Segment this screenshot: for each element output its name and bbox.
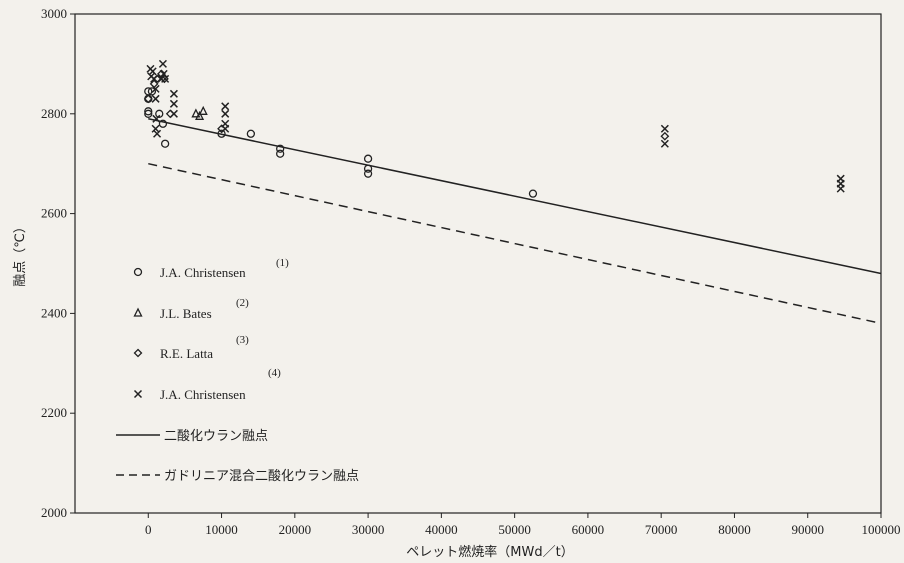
data-point-series-1 (144, 94, 153, 103)
legend-label-4: J.A. Christensen (160, 387, 246, 402)
legend-label-2: J.L. Bates (160, 306, 212, 321)
gadolinia-melting-line (148, 162, 882, 325)
data-point-series-4 (836, 184, 845, 193)
x-tick-label: 60000 (572, 522, 605, 537)
x-tick-label: 90000 (791, 522, 824, 537)
plot-frame (74, 13, 882, 514)
x-tick-label: 20000 (279, 522, 312, 537)
legend-line-label-1: 二酸化ウラン融点 (164, 429, 268, 444)
x-tick-label: 40000 (425, 522, 458, 537)
y-tick-label: 3000 (41, 6, 67, 21)
x-axis-label: ペレット燃焼率（MWd／t） (406, 544, 573, 560)
data-point-series-1 (160, 139, 170, 148)
data-point-series-1 (363, 169, 373, 178)
legend-label-3: R.E. Latta (160, 346, 213, 361)
y-tick-label: 2800 (41, 106, 67, 121)
data-point-series-2 (191, 108, 201, 118)
data-point-series-3 (143, 94, 153, 104)
data-point-series-4 (150, 74, 159, 83)
data-point-series-4 (161, 74, 170, 83)
data-point-series-4 (151, 94, 160, 103)
data-point-series-1 (217, 129, 226, 138)
data-point-series-4 (159, 69, 168, 78)
data-point-series-2 (195, 110, 205, 120)
y-axis-label: 融点（℃） (13, 220, 28, 287)
uo2-melting-line (148, 118, 882, 275)
data-point-series-1 (158, 119, 168, 128)
data-point-series-4 (153, 129, 162, 138)
y-tick-label: 2200 (41, 405, 67, 420)
data-point-series-4 (169, 89, 178, 98)
x-tick-label: 30000 (352, 522, 385, 537)
data-point-series-3 (165, 109, 175, 119)
data-point-series-4 (660, 124, 669, 133)
legend-line-label-2: ガドリニア混合二酸化ウラン融点 (164, 469, 359, 484)
data-point-series-1 (246, 129, 256, 138)
x-tick-label: 80000 (718, 522, 751, 537)
legend-ref-4: (4) (268, 367, 281, 379)
x-tick-label: 0 (145, 522, 152, 537)
data-point-series-4 (151, 84, 160, 93)
y-tick-label: 2600 (41, 206, 67, 221)
legend-marker-2 (133, 307, 143, 317)
y-tick-label: 2400 (41, 305, 67, 320)
data-point-series-3 (660, 131, 670, 141)
legend-marker-4 (133, 389, 143, 399)
legend-label-1: J.A. Christensen (160, 265, 246, 280)
y-tick-label: 2000 (41, 505, 67, 520)
data-point-series-1 (144, 107, 153, 116)
data-point-series-1 (363, 164, 373, 173)
data-point-series-4 (660, 139, 669, 148)
data-point-series-4 (148, 67, 157, 76)
x-tick-label: 50000 (498, 522, 531, 537)
data-point-series-1 (144, 109, 153, 118)
data-point-series-4 (169, 99, 178, 108)
data-point-series-1 (276, 149, 285, 158)
legend-marker-3 (133, 348, 143, 358)
data-point-series-4 (169, 109, 178, 118)
data-point-series-2 (198, 105, 208, 115)
data-point-series-1 (155, 109, 164, 118)
data-point-series-1 (276, 144, 285, 153)
x-tick-label: 70000 (645, 522, 678, 537)
data-point-series-4 (221, 124, 230, 133)
data-point-series-4 (221, 102, 230, 111)
data-point-series-4 (221, 109, 230, 118)
x-tick-label: 10000 (205, 522, 238, 537)
data-point-series-1 (363, 154, 373, 163)
data-point-series-4 (151, 124, 160, 133)
legend-ref-2: (2) (236, 297, 249, 309)
data-point-series-1 (528, 189, 538, 198)
x-tick-label: 100000 (862, 522, 901, 537)
data-point-series-1 (147, 87, 157, 96)
legend-ref-3: (3) (236, 334, 249, 346)
data-point-series-4 (152, 114, 161, 123)
legend-ref-1: (1) (276, 257, 289, 269)
data-point-series-4 (158, 59, 167, 68)
legend-marker-1 (133, 267, 143, 277)
